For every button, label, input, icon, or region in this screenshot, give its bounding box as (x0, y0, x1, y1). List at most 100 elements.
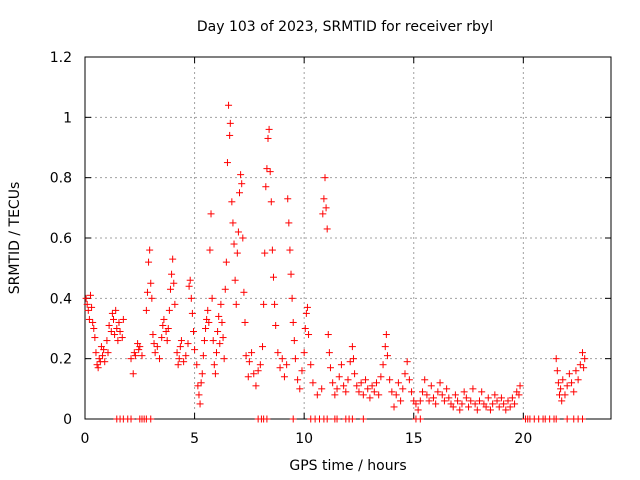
data-point (217, 300, 225, 308)
data-point (366, 394, 374, 402)
data-point (438, 391, 446, 399)
data-point (364, 385, 372, 393)
data-point (168, 270, 176, 278)
data-point (576, 361, 584, 369)
data-point (516, 382, 524, 390)
data-point (456, 406, 464, 414)
data-point (226, 131, 234, 139)
x-tick-label: 15 (405, 431, 423, 447)
data-point (148, 294, 156, 302)
data-point (399, 385, 407, 393)
data-point (230, 240, 238, 248)
data-point (221, 285, 229, 293)
data-point (138, 352, 146, 360)
data-point (188, 309, 196, 317)
data-point (495, 403, 503, 411)
data-point (287, 270, 295, 278)
data-point (291, 355, 299, 363)
data-point (231, 276, 239, 284)
data-point (107, 328, 115, 336)
data-point-zero (348, 415, 356, 423)
data-point (241, 318, 249, 326)
data-point (288, 294, 296, 302)
data-point (348, 343, 356, 351)
data-point (229, 219, 237, 227)
data-point (185, 282, 193, 290)
data-point-zero (147, 415, 155, 423)
axis-ticks (84, 56, 611, 420)
data-point (449, 403, 457, 411)
data-point (429, 394, 437, 402)
data-point (193, 361, 201, 369)
data-point (423, 391, 431, 399)
data-point (252, 382, 260, 390)
data-point (129, 370, 137, 378)
data-point (93, 361, 101, 369)
data-point (313, 391, 321, 399)
data-point (570, 388, 578, 396)
data-point (458, 400, 466, 408)
y-tick-label: 0.4 (50, 291, 72, 307)
data-point (228, 198, 236, 206)
data-point (119, 315, 127, 323)
data-point (204, 306, 212, 314)
data-point (250, 370, 258, 378)
data-point (419, 388, 427, 396)
data-point (335, 373, 343, 381)
data-point (242, 352, 250, 360)
data-point (321, 174, 329, 182)
data-point (222, 258, 230, 266)
data-point (319, 210, 327, 218)
data-point (194, 382, 202, 390)
data-point (170, 279, 178, 287)
data-point (234, 228, 242, 236)
data-point (163, 337, 171, 345)
data-point (280, 373, 288, 381)
data-point (333, 385, 341, 393)
data-point (471, 400, 479, 408)
data-point (436, 379, 444, 387)
data-point (351, 370, 359, 378)
data-point (265, 125, 273, 133)
data-point (454, 397, 462, 405)
data-point (290, 337, 298, 345)
data-point (500, 400, 508, 408)
data-point (298, 367, 306, 375)
data-point (173, 349, 181, 357)
data-point (101, 358, 109, 366)
data-point (445, 394, 453, 402)
data-point (169, 255, 177, 263)
data-point (421, 376, 429, 384)
data-point (355, 388, 363, 396)
data-point (408, 388, 416, 396)
data-point (405, 376, 413, 384)
data-point (476, 397, 483, 405)
data-point (215, 312, 223, 320)
data-point (342, 388, 350, 396)
data-point (184, 340, 192, 348)
data-point (261, 249, 269, 257)
data-point (574, 376, 582, 384)
data-point (286, 246, 294, 254)
data-point (220, 355, 228, 363)
data-point (213, 349, 220, 357)
data-point (256, 361, 264, 369)
y-tick-label: 0.2 (50, 352, 72, 368)
x-axis-label: GPS time / hours (289, 458, 406, 474)
data-point (223, 159, 231, 167)
data-point (237, 171, 245, 179)
data-point (198, 370, 206, 378)
data-point (244, 373, 252, 381)
data-point (219, 334, 227, 342)
data-point (493, 397, 501, 405)
data-point (145, 258, 153, 266)
data-point (165, 306, 173, 314)
data-point (301, 325, 309, 332)
data-point (259, 343, 267, 351)
data-point (105, 321, 113, 329)
data-point (370, 388, 378, 396)
data-point (200, 337, 208, 345)
data-points (82, 101, 589, 423)
data-point (233, 249, 241, 257)
